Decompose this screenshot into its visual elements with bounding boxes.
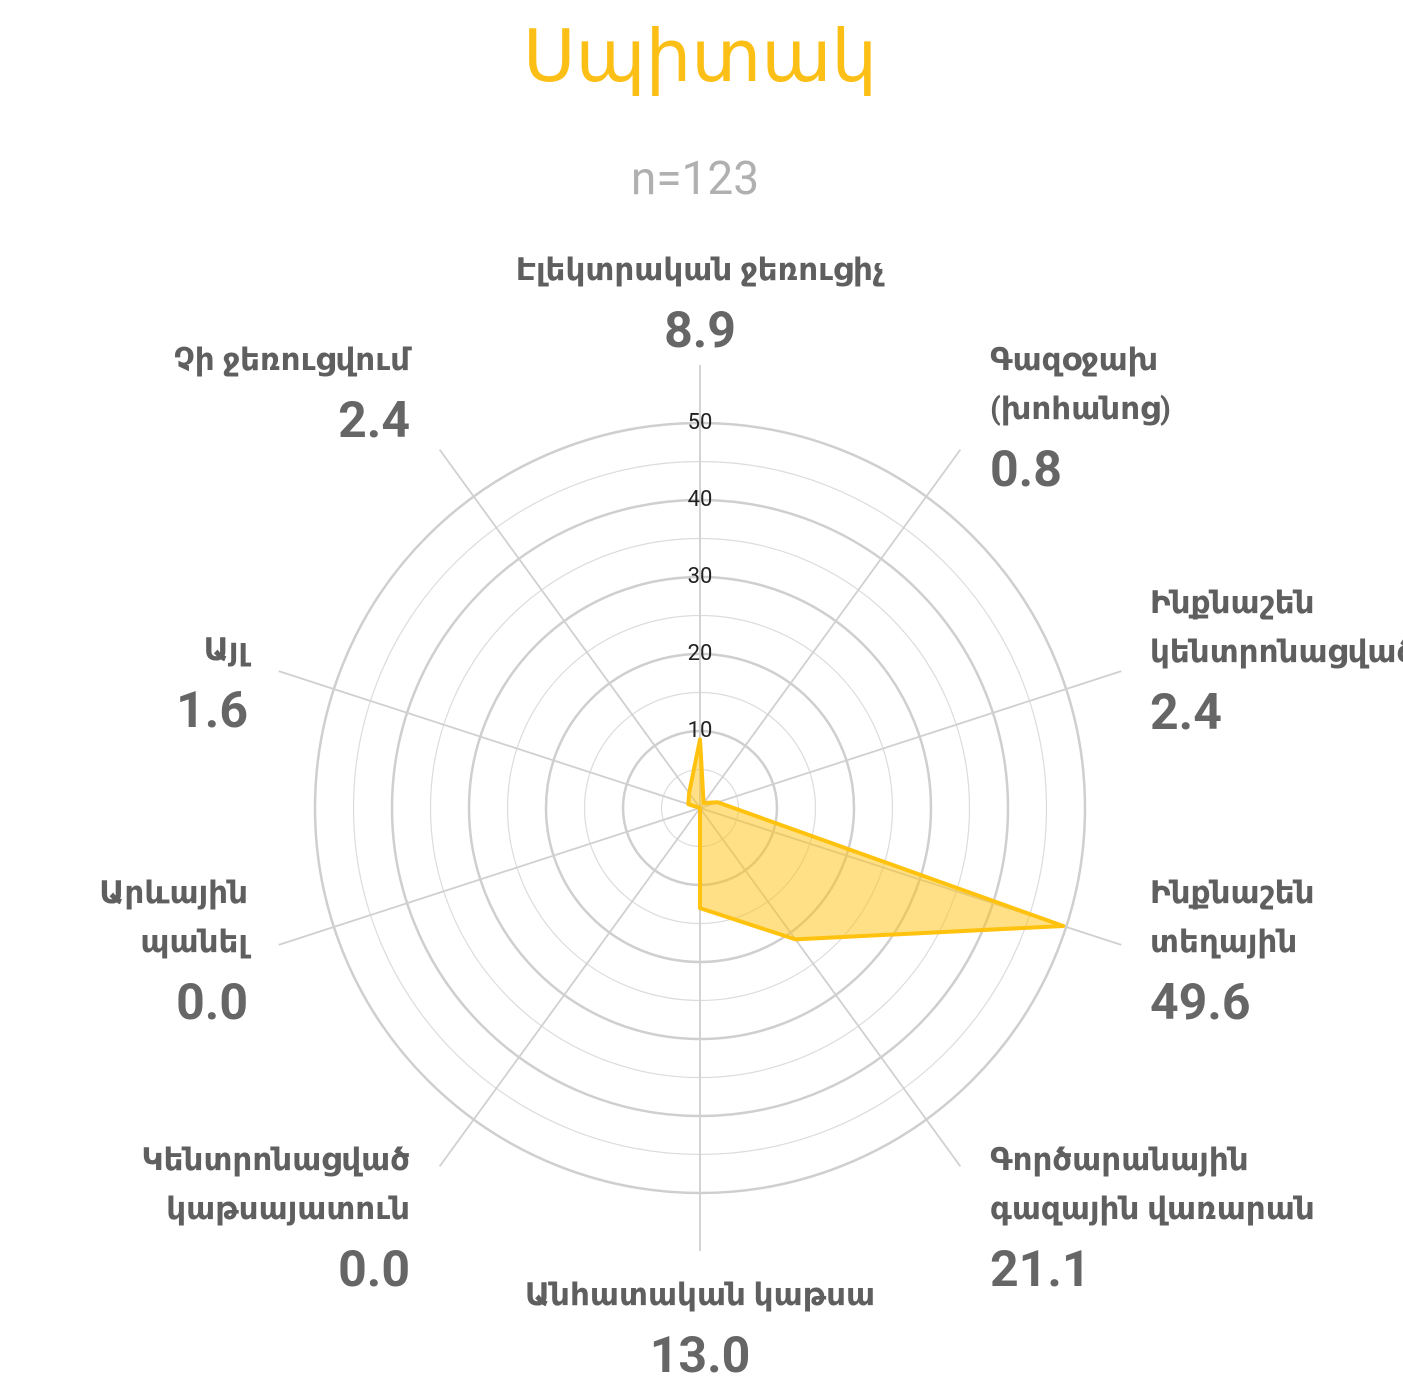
axis-line <box>278 670 701 809</box>
value-label: 2.4 <box>1150 684 1222 742</box>
axis-label: կենտրոնացված <box>1150 633 1403 670</box>
tick-label: 50 <box>688 410 713 435</box>
axis-line <box>699 670 1122 809</box>
axis-label: պանել <box>140 923 251 960</box>
tick-label: 40 <box>688 487 713 512</box>
axis-label: Անհատական կաթսա <box>525 1276 875 1313</box>
axis-label: (խոհանոց) <box>990 390 1171 427</box>
plot <box>686 737 1066 942</box>
axis-line <box>699 449 962 809</box>
axis-label: Էլեկտրական ջեռուցիչ <box>516 251 885 288</box>
tick-label: 30 <box>688 564 713 589</box>
value-label: 0.0 <box>338 1241 410 1299</box>
axis-label: Ինքնաշեն <box>1150 584 1315 621</box>
value-label: 1.6 <box>176 682 248 740</box>
value-label: 0.0 <box>176 974 248 1032</box>
axis-line <box>278 807 701 946</box>
axis-label: Կենտրոնացված <box>142 1141 410 1178</box>
value-label: 8.9 <box>664 302 736 360</box>
chart-subtitle: n=123 <box>631 152 759 206</box>
axis-label: Չի ջեռուցվում <box>174 341 412 378</box>
value-label: 21.1 <box>990 1241 1091 1299</box>
axis-label: Գազօջախ <box>990 341 1158 378</box>
axis-line <box>438 449 701 809</box>
axis-label: Արևային <box>99 874 248 911</box>
axis-label: Այլ <box>204 631 252 668</box>
tick-label: 10 <box>688 718 713 743</box>
radar-area <box>686 737 1066 942</box>
axis-line <box>438 807 701 1167</box>
tick-label: 20 <box>688 641 713 666</box>
value-label: 2.4 <box>338 392 410 450</box>
labels: 10 20 30 40 50 Էլեկտրական ջեռուցիչ 8.9 Գազօջախ (… <box>99 251 1403 1385</box>
axis-label: գազային վառարան <box>990 1190 1315 1227</box>
axis-label: Գործարանային <box>990 1141 1249 1178</box>
value-label: 0.8 <box>990 441 1062 499</box>
value-label: 49.6 <box>1150 974 1251 1032</box>
axis-label: տեղային <box>1150 923 1297 960</box>
value-label: 13.0 <box>650 1327 751 1385</box>
axis-label: Ինքնաշեն <box>1150 874 1315 911</box>
chart-title: Սպիտակ <box>523 14 877 99</box>
axis-label: կաթսայատուն <box>166 1190 410 1227</box>
